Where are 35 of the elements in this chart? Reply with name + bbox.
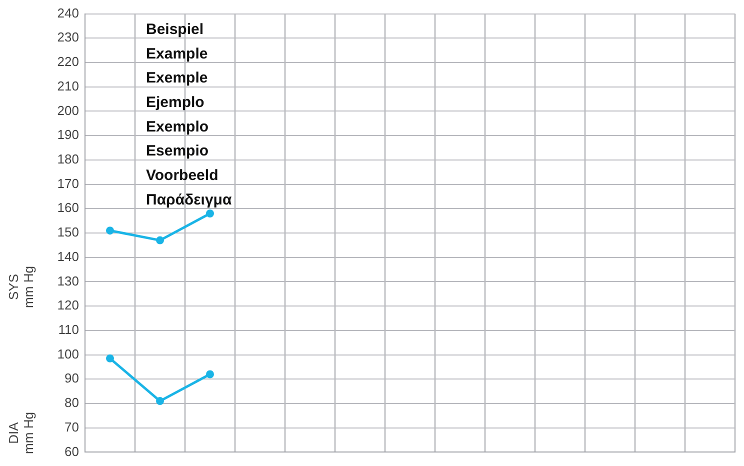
text: DIA mm Hg [6,412,36,454]
annotation: Exemple [146,70,208,87]
annotation: Ejemplo [146,94,204,112]
y-tick-label: 140 [57,248,79,264]
y-tick-label: 200 [57,102,79,118]
annotation: Example [146,45,208,62]
point [106,354,114,362]
y-tick-label: 170 [57,176,79,191]
y-tick-label: 110 [58,322,79,337]
y-tick-label: 130 [57,273,79,288]
y-tick-label: 60 [64,444,79,459]
y-tick-label: 150 [57,224,79,240]
y-tick-label: 220 [57,54,79,70]
point [206,370,214,378]
annotation: Exemplo [146,118,209,136]
y-tick-label: 80 [64,395,79,410]
annotation: Παράδειγμα [146,191,232,208]
y-tick-label: 70 [64,419,79,434]
y-tick-label: 100 [57,346,79,362]
y-tick-label: 160 [57,200,79,216]
point [156,397,164,406]
y-tick-label: 210 [57,78,79,94]
y-tick-label: 120 [57,298,79,313]
y-tick-label: 90 [64,370,79,386]
annotation: Beispiel [146,20,204,38]
y-tick-label: 240 [57,5,79,20]
y-axis-title: SYS mm Hg [6,266,36,308]
annotation: Voorbeeld [146,167,218,184]
point [206,210,214,218]
y-tick-label: 190 [57,127,79,142]
point [156,236,164,244]
annotation: Esempio [146,142,209,160]
y-tick-label: 180 [57,152,79,167]
point [106,226,114,235]
y-tick-label: 230 [57,30,79,45]
